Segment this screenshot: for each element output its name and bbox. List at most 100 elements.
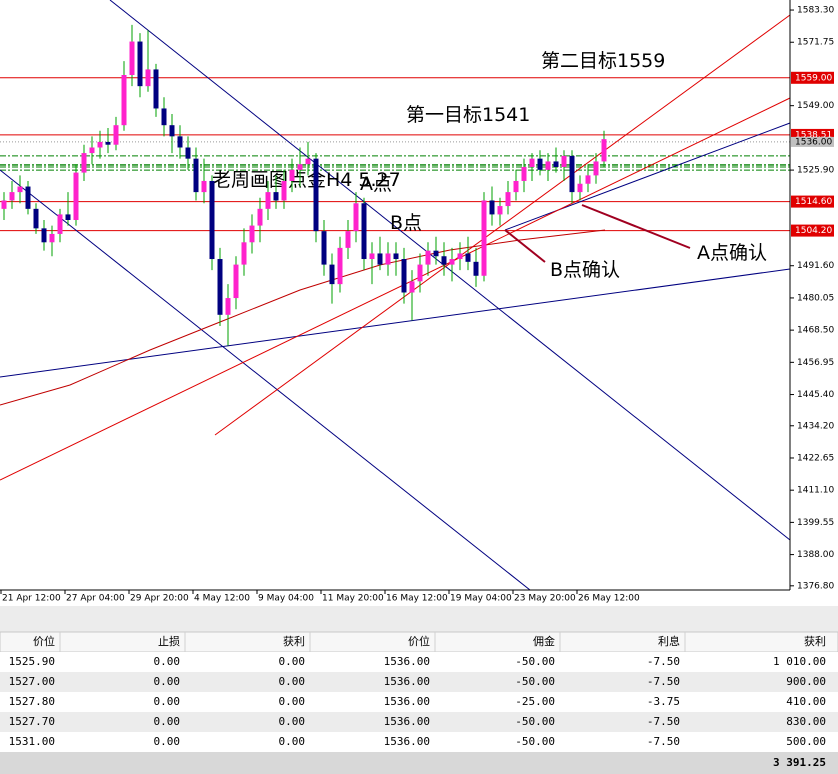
pointer-line xyxy=(581,204,691,249)
candle-body xyxy=(281,180,287,201)
table-cell: 1527.80 xyxy=(9,695,55,708)
candle-body xyxy=(217,259,223,315)
annotation: 第一目标1541 xyxy=(406,104,530,126)
annotation: B点 xyxy=(390,212,422,234)
table-cell: -7.50 xyxy=(647,715,680,728)
candle-body xyxy=(297,164,303,170)
candle-body xyxy=(465,253,471,262)
table-cell: 0.00 xyxy=(154,675,181,688)
candle-body xyxy=(233,264,239,299)
table-row xyxy=(0,652,838,672)
level-label: 1504.20 xyxy=(795,226,832,236)
table-cell: 1527.70 xyxy=(9,715,55,728)
candle-body xyxy=(409,281,415,293)
trend-line xyxy=(504,122,791,231)
y-tick-label: 1388.00 xyxy=(797,550,834,560)
level-label: 1514.60 xyxy=(795,197,832,207)
candle-body xyxy=(241,242,247,265)
trend-line xyxy=(109,0,791,541)
candle-body xyxy=(577,183,583,193)
table-cell: 0.00 xyxy=(154,695,181,708)
candle-body xyxy=(25,186,31,209)
column-header: 价位 xyxy=(408,634,430,648)
table-row xyxy=(0,732,838,752)
candle-body xyxy=(265,192,271,209)
candle-body xyxy=(601,139,607,162)
candle-body xyxy=(177,136,183,148)
candle-body xyxy=(433,250,439,257)
candle-body xyxy=(473,261,479,276)
table-cell: 1536.00 xyxy=(384,735,430,748)
candle-body xyxy=(193,158,199,193)
x-tick-label: 11 May 20:00 xyxy=(322,594,384,604)
candle-body xyxy=(137,41,143,87)
table-cell: 1527.00 xyxy=(9,675,55,688)
level-label: 1559.00 xyxy=(795,73,832,83)
table-cell: 1 010.00 xyxy=(773,655,826,668)
candle-body xyxy=(441,256,447,265)
y-tick-label: 1399.55 xyxy=(797,518,834,528)
candle-body xyxy=(401,259,407,293)
x-tick-label: 19 May 04:00 xyxy=(450,594,512,604)
table-cell: 0.00 xyxy=(154,735,181,748)
y-tick-label: 1434.20 xyxy=(797,421,834,431)
table-cell: 1525.90 xyxy=(9,655,55,668)
candle-body xyxy=(345,231,351,248)
level-tag xyxy=(791,71,834,84)
column-header: 价位 xyxy=(33,634,55,648)
table-cell: -3.75 xyxy=(647,695,680,708)
y-tick-label: 1480.05 xyxy=(797,293,834,303)
candle-body xyxy=(385,253,391,265)
chart-bg xyxy=(0,0,838,606)
annotation: 老周画图点金H4 5.27 xyxy=(212,169,401,191)
x-tick-label: 29 Apr 20:00 xyxy=(130,594,189,604)
bid-label: 1536.00 xyxy=(795,137,832,147)
candle-body xyxy=(505,192,511,207)
candle-body xyxy=(569,155,575,193)
candle-body xyxy=(393,253,399,260)
x-tick-label: 21 Apr 12:00 xyxy=(2,594,61,604)
candle-body xyxy=(449,259,455,265)
annotation: B点确认 xyxy=(550,259,620,281)
candle-body xyxy=(185,147,191,159)
table-cell: 0.00 xyxy=(279,695,306,708)
table-cell: 0.00 xyxy=(154,715,181,728)
table-cell: -7.50 xyxy=(647,655,680,668)
level-tag xyxy=(791,195,834,208)
trend-lines xyxy=(0,0,791,591)
candle-body xyxy=(41,228,47,243)
candle-body xyxy=(73,172,79,220)
candle-body xyxy=(289,169,295,181)
candle-body xyxy=(225,298,231,315)
trend-line xyxy=(0,268,791,378)
x-tick-label: 4 May 12:00 xyxy=(194,594,250,604)
moving-average xyxy=(0,229,606,406)
table-row xyxy=(0,672,838,692)
candle-body xyxy=(521,167,527,181)
candle-body xyxy=(321,231,327,265)
table-cell: 0.00 xyxy=(279,675,306,688)
candle-body xyxy=(545,161,551,170)
table-cell: 900.00 xyxy=(786,675,826,688)
candle-body xyxy=(457,253,463,260)
table-total-row xyxy=(0,752,838,774)
table-total: 3 391.25 xyxy=(773,756,826,769)
candle-body xyxy=(209,180,215,260)
level-label: 1538.51 xyxy=(795,130,832,140)
candle-body xyxy=(49,233,55,243)
y-tick-label: 1583.30 xyxy=(797,6,834,16)
table-cell: -7.50 xyxy=(647,735,680,748)
candle-body xyxy=(425,250,431,265)
annotation: A点确认 xyxy=(697,242,767,264)
trend-line xyxy=(0,169,531,591)
candle-body xyxy=(129,41,135,76)
column-header: 佣金 xyxy=(533,634,555,648)
column-header: 止损 xyxy=(158,634,180,648)
candle-body xyxy=(17,186,23,193)
candle-body xyxy=(377,253,383,265)
y-tick-label: 1525.90 xyxy=(797,166,834,176)
candle-body xyxy=(105,141,111,145)
candle-body xyxy=(273,192,279,201)
candle-body xyxy=(313,158,319,232)
candle-body xyxy=(585,175,591,184)
